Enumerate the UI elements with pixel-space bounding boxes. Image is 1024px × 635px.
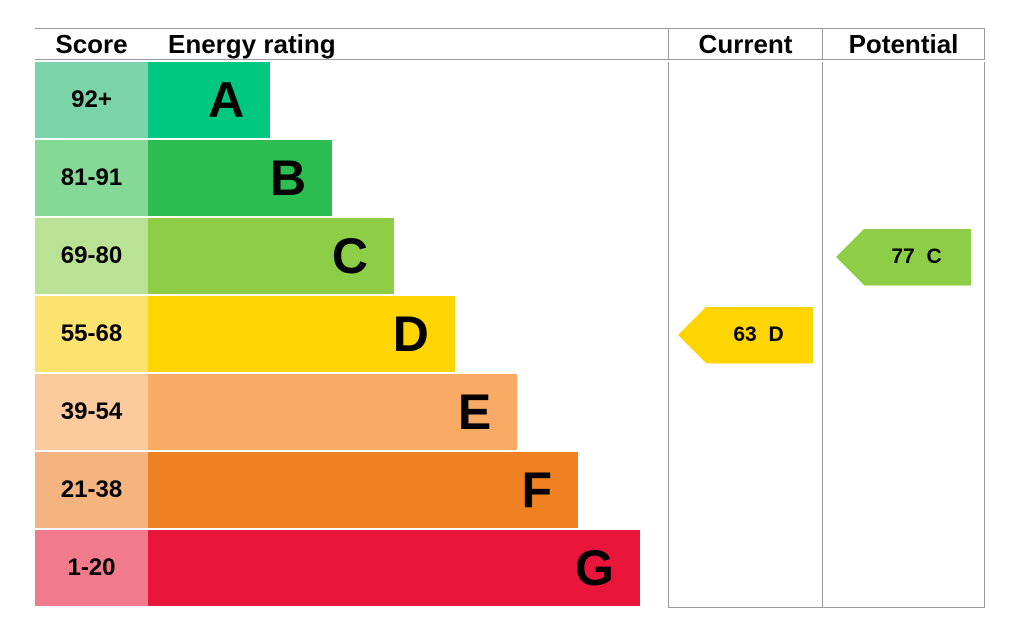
rating-bar: F [148, 452, 579, 530]
bar-area: C [148, 218, 668, 296]
current-cell [668, 374, 822, 452]
rating-bar: E [148, 374, 518, 452]
band-row-c: 69-80 C 77 C [35, 218, 985, 296]
potential-cell [822, 452, 985, 530]
bar-area: B [148, 140, 668, 218]
rating-letter: G [575, 540, 614, 596]
potential-cell: 77 C [822, 218, 985, 296]
rating-letter: D [392, 306, 429, 362]
potential-cell [822, 530, 985, 608]
score-cell: 55-68 [35, 296, 148, 374]
score-cell: 69-80 [35, 218, 148, 296]
band-row-e: 39-54 E [35, 374, 985, 452]
potential-header: Potential [822, 29, 985, 59]
bar-area: G [148, 530, 668, 608]
score-cell: 92+ [35, 62, 148, 140]
current-cell [668, 140, 822, 218]
rating-letter: F [521, 462, 553, 518]
potential-arrow: 77 C [836, 228, 971, 286]
rating-bar: G [148, 530, 640, 608]
band-row-g: 1-20 G [35, 530, 985, 608]
current-cell [668, 452, 822, 530]
potential-cell [822, 374, 985, 452]
score-cell: 39-54 [35, 374, 148, 452]
current-cell [668, 62, 822, 140]
band-row-d: 55-68 D 63 D [35, 296, 985, 374]
band-row-a: 92+ A [35, 62, 985, 140]
rating-bar: A [148, 62, 271, 140]
rating-letter: C [331, 228, 368, 284]
band-row-f: 21-38 F [35, 452, 985, 530]
rating-bar: D [148, 296, 455, 374]
bar-area: E [148, 374, 668, 452]
bar-area: F [148, 452, 668, 530]
potential-cell [822, 140, 985, 218]
current-arrow: 63 D [678, 306, 813, 364]
potential-cell [822, 62, 985, 140]
rating-letter: B [269, 150, 307, 206]
bar-area: A [148, 62, 668, 140]
current-cell: 63 D [668, 296, 822, 374]
band-row-b: 81-91 B [35, 140, 985, 218]
current-arrow-label: 63 D [733, 323, 784, 346]
score-cell: 81-91 [35, 140, 148, 218]
rating-letter: A [208, 72, 245, 128]
score-cell: 21-38 [35, 452, 148, 530]
score-header: Score [55, 29, 128, 59]
current-header: Current [668, 29, 822, 59]
energy-rating-header: Energy rating [168, 29, 336, 59]
epc-chart: Score Energy rating Current Potential 92… [35, 28, 985, 608]
rating-letter: E [457, 384, 492, 440]
potential-cell [822, 296, 985, 374]
header-row: Score Energy rating Current Potential [35, 28, 985, 60]
potential-arrow-label: 77 C [891, 245, 942, 268]
band-rows: 92+ A 81-91 B 69-80 C [35, 62, 985, 608]
score-cell: 1-20 [35, 530, 148, 608]
current-cell [668, 530, 822, 608]
bar-area: D [148, 296, 668, 374]
rating-bar: B [148, 140, 333, 218]
rating-bar: C [148, 218, 394, 296]
current-cell [668, 218, 822, 296]
